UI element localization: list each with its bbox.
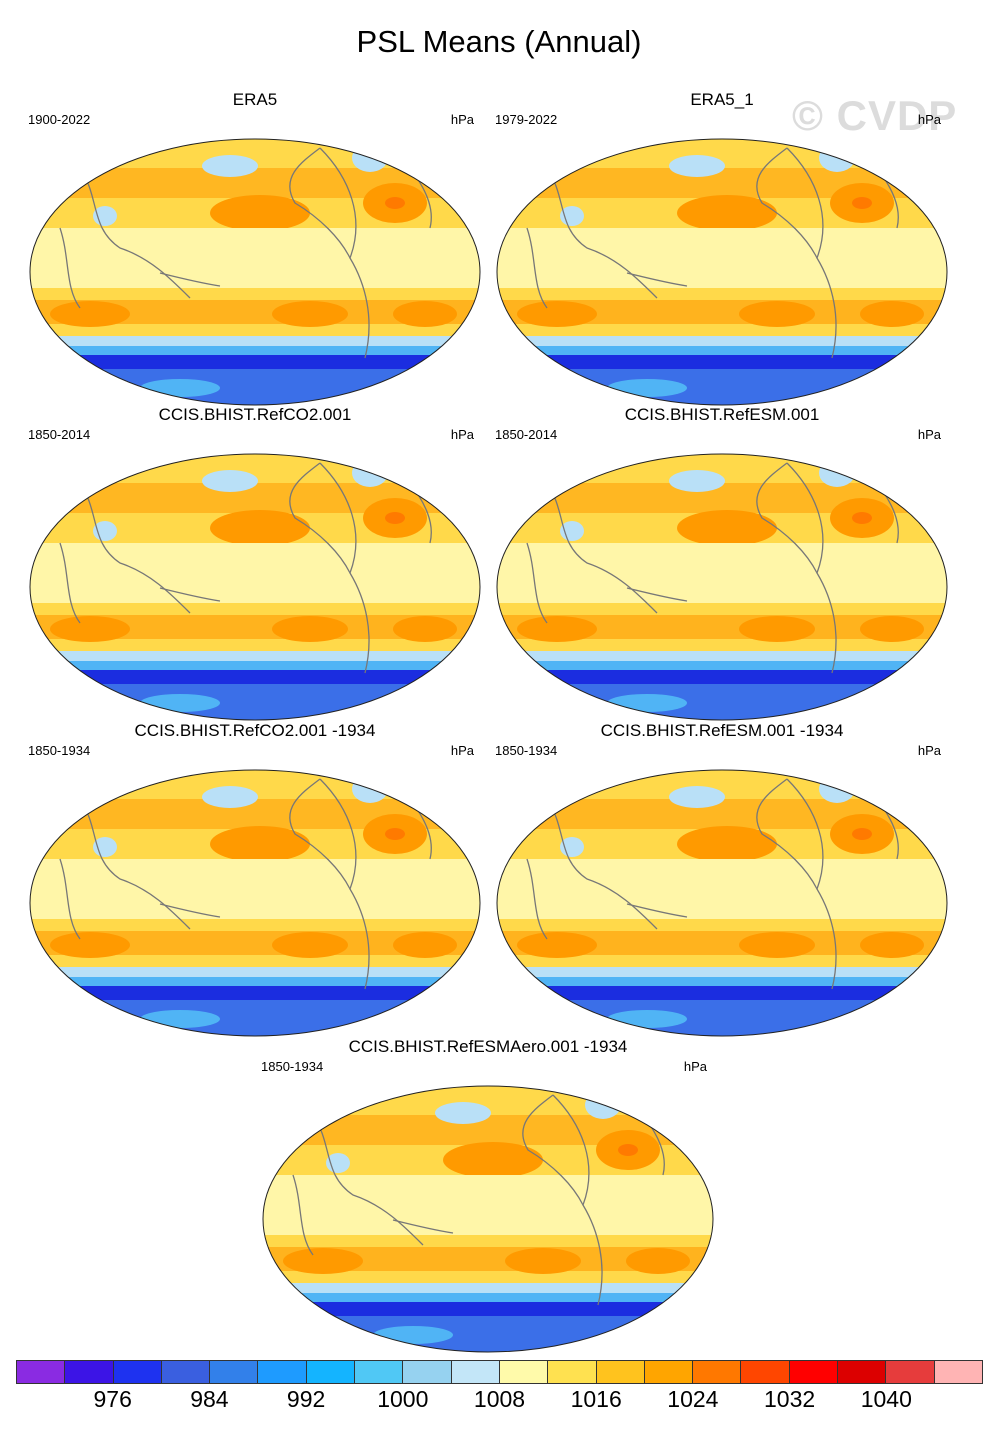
panel-title: CCIS.BHIST.RefCO2.001 -1934 <box>134 721 376 740</box>
panel-period: 1850-1934 <box>28 743 91 758</box>
colorbar-label: 1024 <box>667 1386 719 1412</box>
panel-title: ERA5_1 <box>690 90 754 109</box>
colorbar-label: 992 <box>286 1386 326 1412</box>
colorbar-label: 1016 <box>570 1386 622 1412</box>
panel-units: hPa <box>450 112 474 127</box>
colorbar-swatch <box>499 1361 549 1383</box>
world-map <box>29 453 481 721</box>
map-panel: CCIS.BHIST.RefESM.001 -1934 1850-1934 hPa <box>487 721 957 1037</box>
colorbar-swatch <box>741 1361 790 1383</box>
panel-title: CCIS.BHIST.RefESMAero.001 -1934 <box>348 1037 628 1056</box>
colorbar-swatch <box>258 1361 307 1383</box>
world-map <box>262 1085 714 1353</box>
panel-title: ERA5 <box>232 90 278 109</box>
colorbar-label: 1040 <box>860 1386 912 1412</box>
world-map <box>496 138 948 406</box>
colorbar-swatch <box>644 1361 694 1383</box>
world-map <box>496 769 948 1037</box>
colorbar-swatch <box>596 1361 645 1383</box>
colorbar <box>16 1360 983 1384</box>
colorbar-swatch <box>451 1361 500 1383</box>
panel-units: hPa <box>450 743 474 758</box>
map-panel: CCIS.BHIST.RefESMAero.001 -1934 1850-1934… <box>253 1037 723 1353</box>
colorbar-swatch <box>838 1361 887 1383</box>
psl-field <box>30 454 480 720</box>
colorbar-swatch <box>65 1361 114 1383</box>
psl-field <box>497 139 947 405</box>
psl-field <box>30 770 480 1036</box>
map-panel: ERA5_1 1979-2022 hPa <box>487 90 957 406</box>
colorbar-swatch <box>934 1361 982 1383</box>
panel-period: 1900-2022 <box>28 112 91 127</box>
panel-units: hPa <box>450 427 474 442</box>
panel-units: hPa <box>683 1059 707 1074</box>
map-panel: CCIS.BHIST.RefCO2.001 -1934 1850-1934 hPa <box>20 721 490 1037</box>
map-panel: ERA5 1900-2022 hPa <box>20 90 490 406</box>
colorbar-swatch <box>693 1361 742 1383</box>
panel-period: 1850-2014 <box>28 427 91 442</box>
psl-field <box>497 454 947 720</box>
colorbar-swatch <box>886 1361 935 1383</box>
page-title: PSL Means (Annual) <box>356 24 642 59</box>
world-map <box>29 138 481 406</box>
world-map <box>496 453 948 721</box>
panel-period: 1850-1934 <box>261 1059 324 1074</box>
panel-title: CCIS.BHIST.RefESM.001 <box>624 405 820 424</box>
panel-period: 1979-2022 <box>495 112 558 127</box>
watermark: © CVDP <box>792 92 958 139</box>
panel-title: CCIS.BHIST.RefESM.001 -1934 <box>600 721 844 740</box>
colorbar-swatch <box>548 1361 597 1383</box>
panel-units: hPa <box>917 112 941 127</box>
colorbar-swatch <box>355 1361 404 1383</box>
colorbar-label: 1008 <box>473 1386 526 1412</box>
panel-period: 1850-2014 <box>495 427 558 442</box>
panel-title: CCIS.BHIST.RefCO2.001 <box>158 405 352 424</box>
colorbar-swatch <box>403 1361 452 1383</box>
colorbar-label: 1000 <box>377 1386 429 1412</box>
map-panel: CCIS.BHIST.RefESM.001 1850-2014 hPa <box>487 405 957 721</box>
colorbar-label: 976 <box>93 1386 132 1412</box>
colorbar-label: 984 <box>190 1386 229 1412</box>
colorbar-swatch <box>306 1361 356 1383</box>
map-panel: CCIS.BHIST.RefCO2.001 1850-2014 hPa <box>20 405 490 721</box>
panel-units: hPa <box>917 427 941 442</box>
colorbar-swatch <box>161 1361 211 1383</box>
colorbar-swatch <box>789 1361 839 1383</box>
colorbar-label: 1032 <box>764 1386 816 1412</box>
colorbar-swatch <box>210 1361 259 1383</box>
panel-units: hPa <box>917 743 941 758</box>
panel-period: 1850-1934 <box>495 743 558 758</box>
colorbar-swatch <box>17 1361 66 1383</box>
world-map <box>29 769 481 1037</box>
colorbar-swatch <box>113 1361 162 1383</box>
psl-field <box>30 139 480 405</box>
